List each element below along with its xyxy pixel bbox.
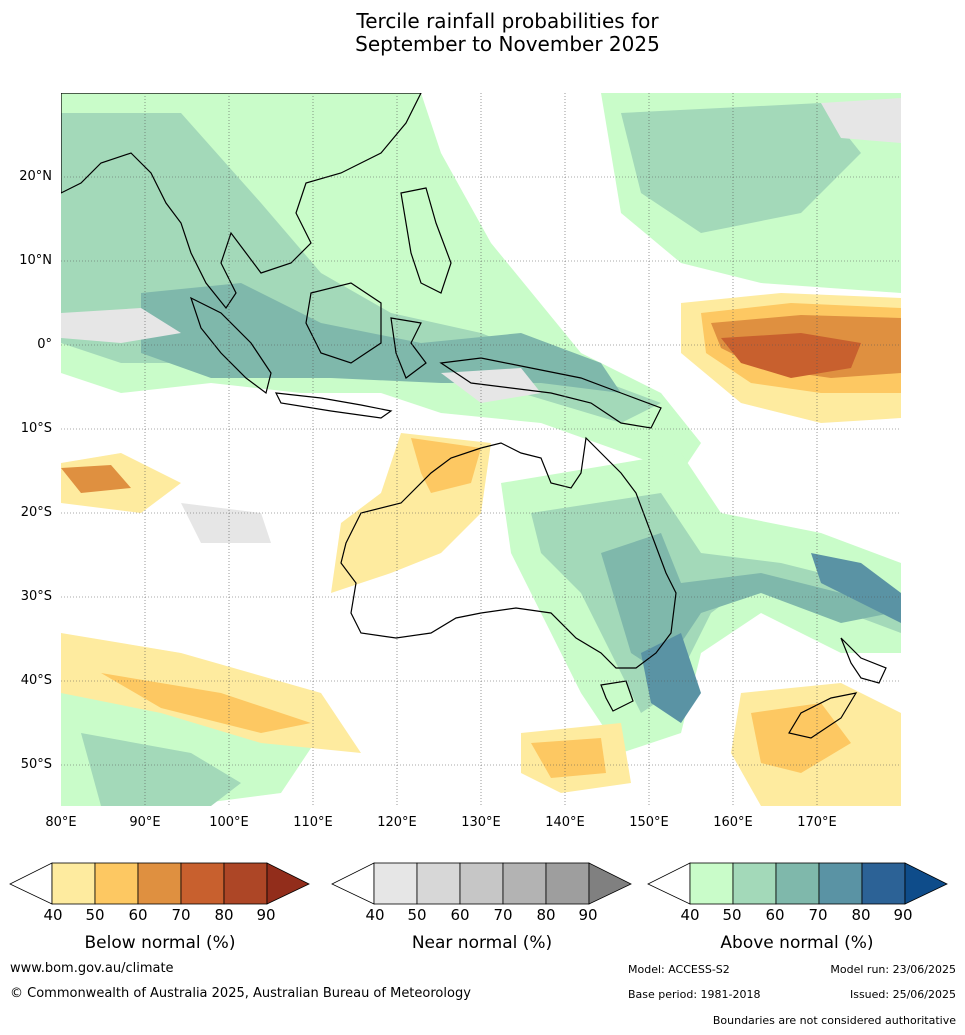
colorbar-box (545, 862, 590, 905)
x-tick-label: 80°E (45, 815, 77, 830)
colorbar-box (861, 862, 906, 905)
colorbar-box (223, 862, 268, 905)
legend-tick: 80 (851, 906, 871, 924)
new-guinea-outline (439, 357, 662, 429)
legend-title: Near normal (%) (411, 933, 553, 953)
y-tick-label: 10°S (20, 421, 52, 436)
y-tick-label: 10°N (19, 253, 52, 268)
legend-tick: 70 (808, 906, 828, 924)
legend-tick: 40 (680, 906, 700, 924)
colorbar-box (416, 862, 461, 905)
legend-tick: 40 (365, 906, 385, 924)
java-outline (274, 392, 393, 419)
y-tick-label: 50°S (20, 757, 52, 772)
model-run-text: Model run: 23/06/2025 (830, 963, 956, 976)
legend-tick: 90 (893, 906, 913, 924)
colorbar-extend-low (331, 862, 375, 905)
colorbar-extend-high (588, 862, 632, 905)
colorbar-extend-high (904, 862, 948, 905)
asia-mainland-outline (61, 93, 422, 310)
legend-tick: 60 (450, 906, 470, 924)
legend-tick: 50 (722, 906, 742, 924)
colorbar (9, 862, 310, 905)
title-line-1: Tercile rainfall probabilities for (356, 9, 659, 33)
sulawesi-outline (390, 317, 427, 379)
x-tick-label: 140°E (545, 815, 585, 830)
colorbar-box (459, 862, 504, 905)
x-tick-label: 100°E (209, 815, 249, 830)
legend-tick: 90 (256, 906, 276, 924)
colorbar-extend-low (9, 862, 53, 905)
legend-colorbars (9, 862, 948, 905)
issued-text: Issued: 25/06/2025 (849, 988, 956, 1001)
below-normal-regions (61, 293, 901, 806)
y-tick-label: 30°S (20, 589, 52, 604)
legend-tick: 90 (578, 906, 598, 924)
legend-tick: 70 (171, 906, 191, 924)
legend-tick: 60 (128, 906, 148, 924)
colorbar-box (51, 862, 96, 905)
x-tick-label: 170°E (797, 815, 837, 830)
base-period-text: Base period: 1981-2018 (628, 988, 761, 1001)
model-text: Model: ACCESS-S2 (628, 963, 730, 976)
borneo-outline (305, 282, 382, 364)
legend-tick: 50 (85, 906, 105, 924)
sumatra-outline (189, 296, 272, 395)
y-tick-label: 0° (37, 337, 52, 352)
colorbar-box (502, 862, 547, 905)
graticule (61, 93, 901, 806)
colorbar (331, 862, 632, 905)
colorbar-box (818, 862, 863, 905)
legend-tick: 70 (493, 906, 513, 924)
legend-tick: 80 (536, 906, 556, 924)
tasmania-outline (600, 680, 634, 712)
legend-tick: 40 (43, 906, 63, 924)
title-line-2: September to November 2025 (355, 32, 660, 56)
probability-map (61, 93, 901, 806)
legend-tick: 80 (214, 906, 234, 924)
australia-outline (340, 436, 677, 669)
colorbar-box (94, 862, 139, 905)
copyright-text: © Commonwealth of Australia 2025, Austra… (10, 986, 471, 1001)
x-tick-label: 150°E (629, 815, 669, 830)
x-tick-label: 130°E (461, 815, 501, 830)
colorbar-box (732, 862, 777, 905)
colorbar-box (180, 862, 225, 905)
y-tick-label: 20°S (20, 505, 52, 520)
legend-tick: 60 (765, 906, 785, 924)
colorbar-box (373, 862, 418, 905)
y-tick-label: 40°S (20, 673, 52, 688)
philippines-outline (400, 187, 452, 294)
map-title: Tercile rainfall probabilities for Septe… (0, 10, 965, 56)
legend-title: Above normal (%) (720, 933, 874, 953)
x-tick-label: 120°E (377, 815, 417, 830)
x-tick-label: 110°E (293, 815, 333, 830)
colorbar (647, 862, 948, 905)
disclaimer-text: Boundaries are not considered authoritat… (712, 1014, 956, 1027)
colorbar-box (775, 862, 820, 905)
colorbar-extend-high (266, 862, 310, 905)
legend-tick: 50 (407, 906, 427, 924)
x-tick-label: 90°E (129, 815, 161, 830)
land-outlines (61, 93, 887, 739)
new-zealand-outline (788, 637, 887, 739)
colorbar-box (689, 862, 734, 905)
legend-title: Below normal (%) (84, 933, 236, 953)
y-tick-label: 20°N (19, 169, 52, 184)
x-tick-label: 160°E (713, 815, 753, 830)
colorbar-box (137, 862, 182, 905)
colorbar-extend-low (647, 862, 691, 905)
website-link[interactable]: www.bom.gov.au/climate (10, 961, 174, 976)
